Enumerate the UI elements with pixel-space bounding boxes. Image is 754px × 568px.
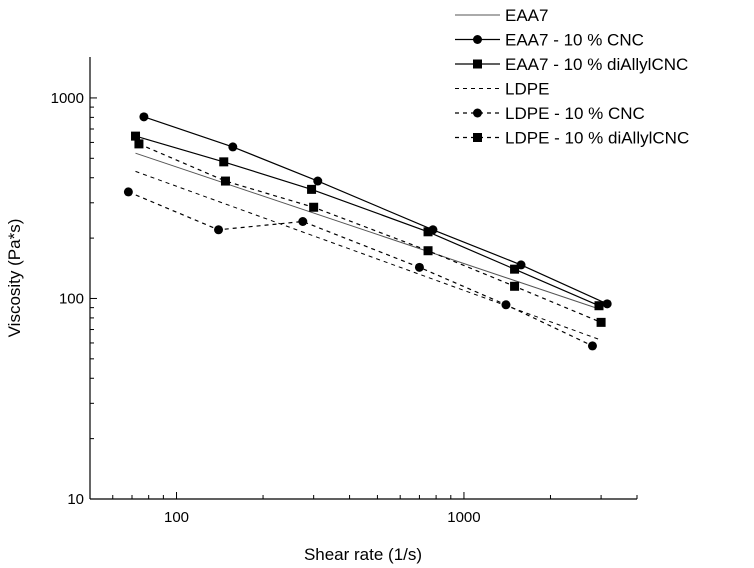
axes bbox=[89, 57, 637, 500]
series-lines bbox=[128, 116, 608, 347]
legend-marker bbox=[473, 108, 482, 118]
data-point-circle bbox=[228, 142, 238, 152]
data-point-circle bbox=[602, 299, 612, 309]
data-point-square bbox=[510, 281, 520, 291]
data-point-square bbox=[220, 176, 230, 186]
x-tick-label: 1000 bbox=[447, 509, 480, 526]
legend: EAA7 EAA7 - 10 % CNC EAA7 - 10 % diAllylCN… bbox=[455, 6, 689, 148]
series-line-4 bbox=[135, 170, 602, 341]
legend-label: LDPE - 10 % CNC bbox=[505, 104, 645, 123]
data-point-circle bbox=[313, 176, 323, 186]
series-line-5 bbox=[128, 191, 593, 347]
legend-label: LDPE - 10 % diAllylCNC bbox=[505, 129, 689, 148]
series-line-3 bbox=[135, 135, 600, 307]
data-point-square bbox=[307, 184, 317, 194]
series-markers bbox=[123, 112, 612, 351]
data-point-circle bbox=[214, 225, 224, 235]
data-point-circle bbox=[123, 187, 133, 197]
tick-labels: 10 100 1000 100 1000 bbox=[51, 90, 481, 526]
x-tick-label: 100 bbox=[164, 509, 189, 526]
series-line-1 bbox=[135, 152, 602, 311]
tick-marks bbox=[89, 97, 638, 500]
y-tick-label: 1000 bbox=[51, 90, 84, 107]
data-point-square bbox=[423, 227, 433, 237]
data-point-square bbox=[219, 157, 229, 167]
series-line-2 bbox=[143, 116, 608, 305]
y-axis-title: Viscosity (Pa*s) bbox=[5, 219, 24, 338]
x-axis-title: Shear rate (1/s) bbox=[304, 545, 422, 564]
data-point-square bbox=[594, 301, 604, 311]
data-point-circle bbox=[414, 262, 424, 272]
legend-marker bbox=[473, 133, 482, 142]
data-point-square bbox=[510, 264, 520, 274]
data-point-circle bbox=[139, 112, 149, 122]
data-point-square bbox=[131, 131, 141, 141]
data-point-circle bbox=[501, 300, 511, 310]
data-point-circle bbox=[298, 216, 308, 226]
legend-label: EAA7 - 10 % diAllylCNC bbox=[505, 55, 688, 74]
series-line-6 bbox=[138, 143, 602, 323]
legend-label: LDPE bbox=[505, 80, 549, 99]
legend-marker bbox=[473, 59, 482, 69]
data-point-square bbox=[134, 139, 144, 149]
data-point-circle bbox=[587, 341, 597, 351]
legend-label: EAA7 bbox=[505, 6, 548, 25]
y-tick-label: 100 bbox=[59, 290, 84, 307]
data-point-square bbox=[596, 317, 606, 327]
data-point-square bbox=[423, 246, 433, 256]
legend-marker bbox=[473, 35, 482, 44]
legend-label: EAA7 - 10 % CNC bbox=[505, 31, 644, 50]
y-tick-label: 10 bbox=[67, 491, 84, 508]
data-point-square bbox=[309, 202, 319, 212]
